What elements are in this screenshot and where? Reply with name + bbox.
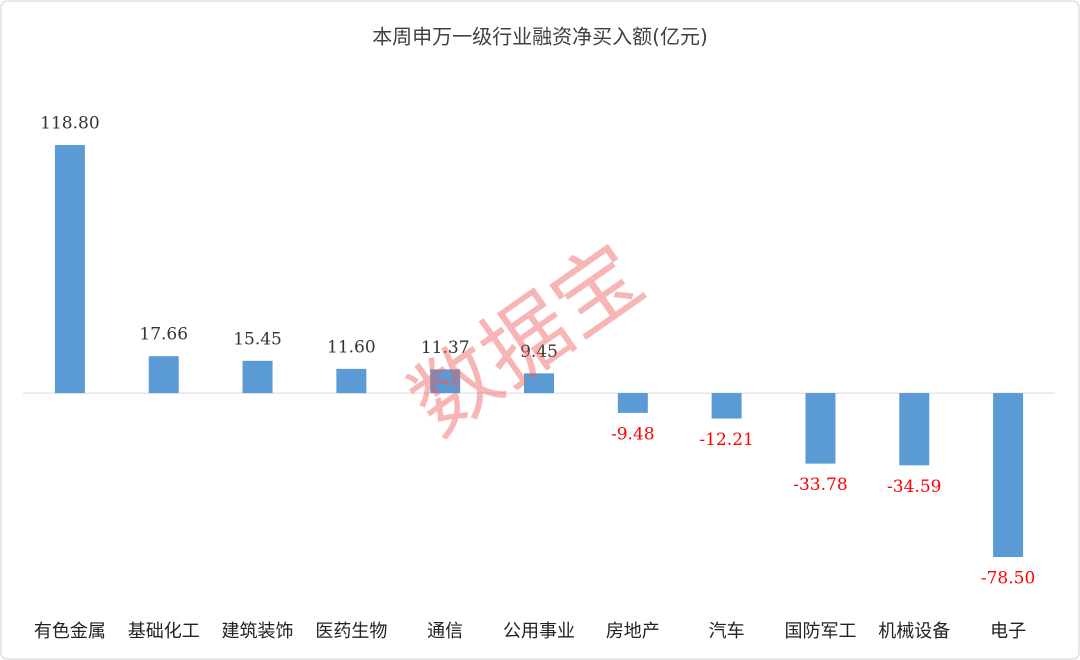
- x-tick-label: 医药生物: [315, 621, 387, 642]
- bar: [805, 393, 836, 464]
- x-tick-label: 公用事业: [503, 621, 575, 642]
- bar: [242, 360, 273, 394]
- bar: [711, 393, 742, 419]
- bar: [524, 373, 554, 394]
- x-tick-label: 电子: [990, 621, 1026, 642]
- x-tick-label: 房地产: [606, 621, 660, 642]
- x-tick-label: 有色金属: [34, 621, 106, 642]
- bar: [148, 356, 179, 394]
- bar: [336, 368, 367, 394]
- value-label: 11.60: [327, 337, 376, 357]
- value-label: -9.48: [611, 424, 655, 444]
- x-tick-label: 建筑装饰: [222, 621, 294, 642]
- x-tick-label: 通信: [427, 621, 463, 642]
- bar: [617, 393, 648, 413]
- value-label: 118.80: [40, 114, 99, 134]
- bar: [430, 369, 461, 394]
- x-tick-label: 汽车: [709, 621, 745, 642]
- value-label: 17.66: [139, 325, 188, 345]
- value-label: -33.78: [793, 475, 847, 495]
- value-label: -78.50: [981, 569, 1035, 589]
- value-label: -34.59: [887, 477, 941, 497]
- x-tick-label: 基础化工: [128, 621, 200, 642]
- bar: [899, 393, 930, 466]
- chart-title: 本周申万一级行业融资净买入额(亿元): [372, 25, 708, 49]
- x-tick-label: 国防军工: [784, 621, 856, 642]
- value-label: 15.45: [233, 329, 282, 349]
- value-label: -12.21: [699, 430, 753, 450]
- bar: [54, 145, 85, 394]
- value-label: 9.45: [520, 342, 558, 362]
- bar: [993, 393, 1024, 557]
- value-label: 11.37: [421, 338, 470, 358]
- x-tick-label: 机械设备: [878, 621, 950, 642]
